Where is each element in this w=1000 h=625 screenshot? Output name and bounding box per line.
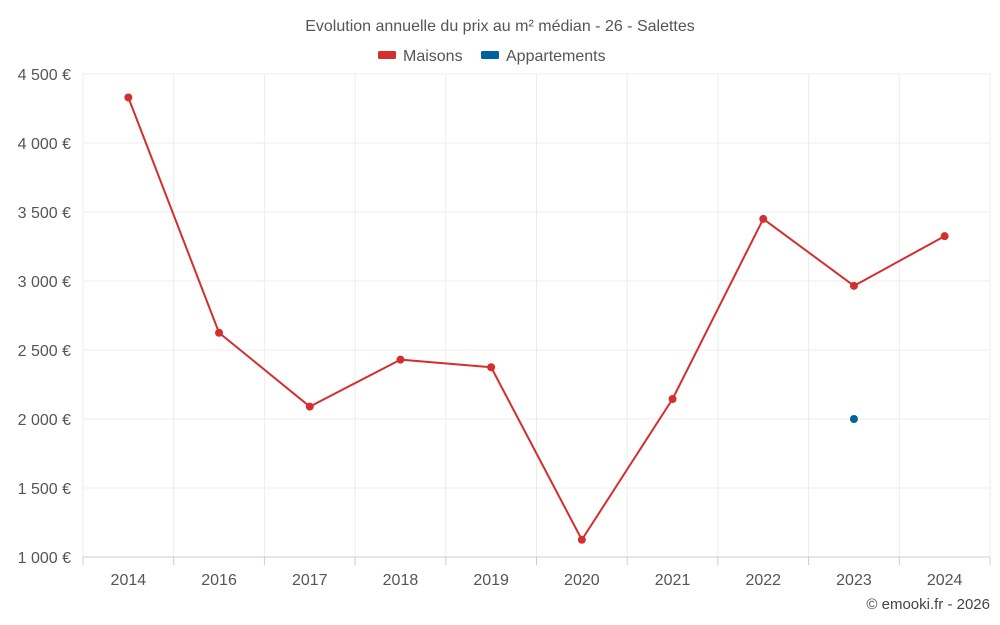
data-point-maisons-2021[interactable] xyxy=(668,394,677,403)
chart-title: Evolution annuelle du prix au m² médian … xyxy=(305,18,695,35)
plot-series xyxy=(124,93,949,544)
x-tick-label: 2019 xyxy=(473,572,509,589)
legend-swatch-maisons xyxy=(378,51,396,59)
series-line-maisons xyxy=(127,97,946,541)
x-tick-label: 2018 xyxy=(383,572,419,589)
y-tick-label: 1 500 € xyxy=(18,481,71,498)
y-tick-label: 3 000 € xyxy=(18,274,71,291)
data-point-maisons-2022[interactable] xyxy=(759,214,768,223)
legend-label-maisons: Maisons xyxy=(403,48,463,65)
x-tick-label: 2016 xyxy=(201,572,237,589)
x-tick-label: 2022 xyxy=(745,572,781,589)
y-tick-label: 2 000 € xyxy=(18,412,71,429)
x-tick-label: 2017 xyxy=(292,572,328,589)
y-tick-label: 4 000 € xyxy=(18,136,71,153)
legend-item-appartements[interactable]: Appartements xyxy=(481,48,606,65)
x-tick-label: 2020 xyxy=(564,572,600,589)
legend[interactable]: Maisons Appartements xyxy=(378,48,606,65)
data-point-maisons-2016[interactable] xyxy=(215,328,224,337)
gridlines xyxy=(82,73,991,557)
data-point-maisons-2018[interactable] xyxy=(396,355,405,364)
y-tick-label: 1 000 € xyxy=(18,550,71,567)
data-point-maisons-2019[interactable] xyxy=(487,363,496,372)
credit-text: © emooki.fr - 2026 xyxy=(866,596,990,613)
data-point-maisons-2023[interactable] xyxy=(849,281,858,290)
data-point-maisons-2020[interactable] xyxy=(577,535,586,544)
x-tick-label: 2023 xyxy=(836,572,872,589)
x-axis-ticks: 2014 2016 2017 2018 2019 2020 2021 2022 2023 2024 xyxy=(111,572,963,589)
axes xyxy=(82,556,991,565)
data-point-maisons-2014[interactable] xyxy=(124,93,133,102)
data-point-maisons-2017[interactable] xyxy=(305,402,314,411)
y-tick-label: 2 500 € xyxy=(18,343,71,360)
y-tick-label: 4 500 € xyxy=(18,67,71,84)
x-tick-label: 2021 xyxy=(655,572,691,589)
y-axis-ticks: 1 000 € 1 500 € 2 000 € 2 500 € 3 000 € 3 500… xyxy=(18,67,71,567)
legend-swatch-appartements xyxy=(481,51,499,59)
data-point-maisons-2024[interactable] xyxy=(940,232,949,241)
series-appartements xyxy=(849,415,858,423)
series-maisons xyxy=(124,93,949,544)
data-point-appartements-2023[interactable] xyxy=(849,415,858,423)
legend-item-maisons[interactable]: Maisons xyxy=(378,48,463,65)
x-tick-label: 2024 xyxy=(927,572,963,589)
legend-label-appartements: Appartements xyxy=(506,48,606,65)
x-tick-label: 2014 xyxy=(111,572,147,589)
y-tick-label: 3 500 € xyxy=(18,205,71,222)
